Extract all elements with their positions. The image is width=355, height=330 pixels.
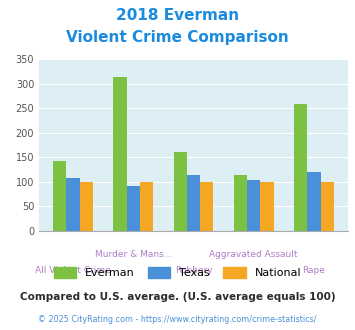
Bar — [80, 182, 93, 231]
Bar — [294, 104, 307, 231]
Text: Compared to U.S. average. (U.S. average equals 100): Compared to U.S. average. (U.S. average … — [20, 292, 335, 302]
Text: All Violent Crime: All Violent Crime — [35, 266, 111, 275]
Text: 2018 Everman: 2018 Everman — [116, 8, 239, 23]
Legend: Everman, Texas, National: Everman, Texas, National — [48, 261, 307, 284]
Bar — [200, 182, 213, 231]
Bar — [187, 175, 200, 231]
Bar — [66, 178, 80, 231]
Bar — [321, 182, 334, 231]
Bar — [113, 77, 127, 231]
Text: Violent Crime Comparison: Violent Crime Comparison — [66, 30, 289, 45]
Bar — [140, 182, 153, 231]
Bar — [247, 180, 260, 231]
Bar — [127, 186, 140, 231]
Bar — [234, 175, 247, 231]
Bar — [307, 172, 321, 231]
Text: Murder & Mans...: Murder & Mans... — [94, 250, 172, 259]
Text: Robbery: Robbery — [175, 266, 212, 275]
Bar — [260, 182, 274, 231]
Text: Rape: Rape — [302, 266, 326, 275]
Text: © 2025 CityRating.com - https://www.cityrating.com/crime-statistics/: © 2025 CityRating.com - https://www.city… — [38, 315, 317, 324]
Text: Aggravated Assault: Aggravated Assault — [209, 250, 298, 259]
Bar — [174, 151, 187, 231]
Bar — [53, 161, 66, 231]
